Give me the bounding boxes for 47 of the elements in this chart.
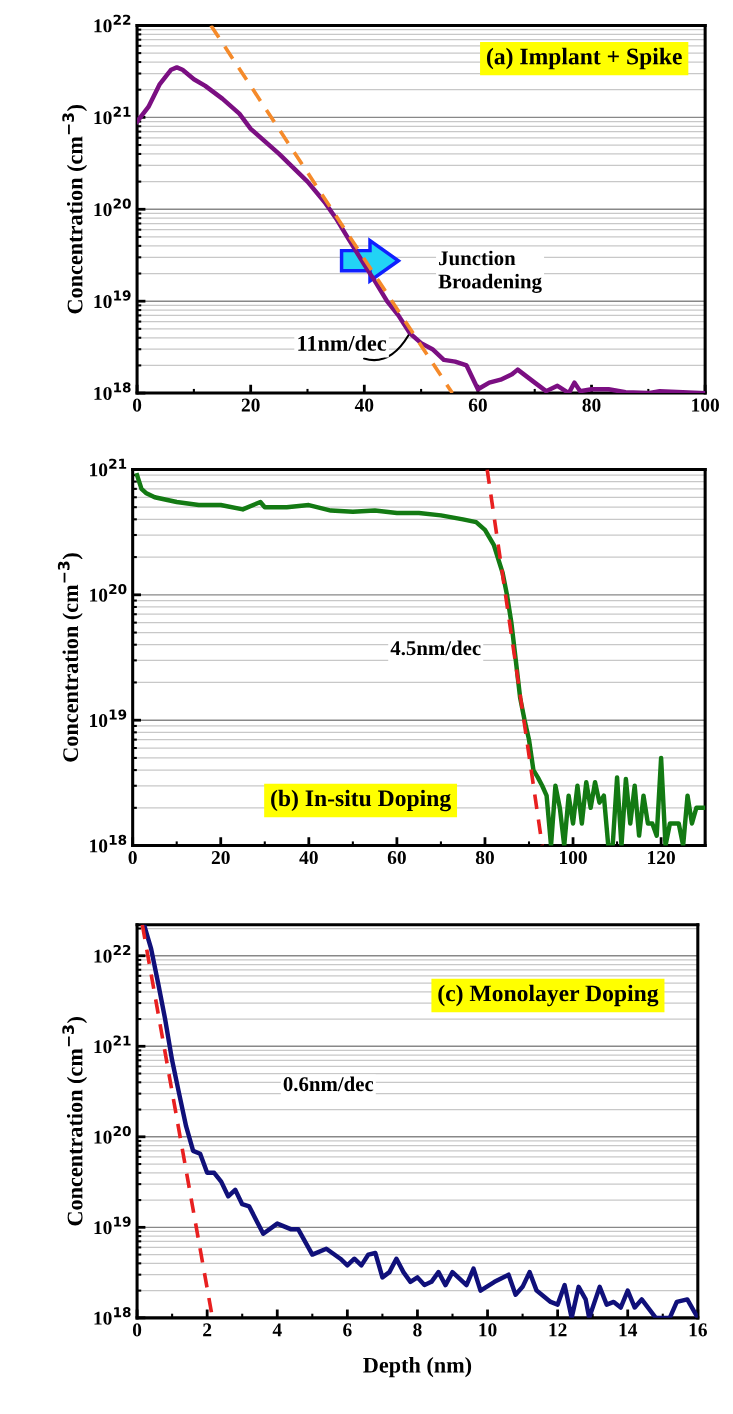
text: (a) Implant + Spike	[486, 47, 682, 70]
x-tick-label: 20	[211, 851, 230, 865]
annotation: Junction Broadening	[438, 250, 542, 293]
y-tick-label: 10$^{21}$	[90, 458, 127, 477]
x-tick-label: 20	[241, 398, 260, 412]
x-tick-label: 4	[272, 1323, 282, 1337]
y-axis-title: Concentration (cm$^{−3}$)	[62, 105, 88, 314]
x-tick-label: 0	[132, 1323, 142, 1337]
x-tick-label: 14	[619, 1323, 638, 1337]
y-axis-title: Concentration (cm$^{−3}$)	[62, 1017, 88, 1226]
x-tick-label: 60	[468, 398, 487, 412]
x-axis-title: Depth (nm)	[363, 1357, 472, 1378]
y-tick-label: 10$^{21}$	[94, 106, 131, 125]
annotation: 11nm/dec	[298, 335, 387, 351]
y-tick-label: 10$^{22}$	[94, 14, 131, 33]
y-tick-label: 10$^{19}$	[94, 290, 131, 309]
text: (b) In-situ Doping	[271, 789, 451, 812]
x-tick-label: 0	[132, 398, 142, 412]
x-tick-label: 0	[128, 851, 137, 865]
x-tick-label: 80	[475, 851, 494, 865]
y-tick-label: 10$^{18}$	[90, 834, 127, 853]
x-tick-label: 60	[387, 851, 406, 865]
y-tick-label: 10$^{18}$	[94, 1307, 131, 1325]
y-tick-label: 10$^{22}$	[94, 944, 131, 963]
x-tick-label: 2	[203, 1323, 212, 1337]
y-tick-label: 10$^{21}$	[94, 1035, 131, 1054]
x-tick-label: 16	[689, 1323, 707, 1337]
x-tick-label: 120	[648, 851, 675, 865]
annotation: 4.5nm/dec	[390, 640, 481, 656]
annotation: 0.6nm/dec	[283, 1076, 374, 1092]
y-tick-label: 10$^{19}$	[90, 709, 127, 728]
x-tick-label: 40	[299, 851, 318, 865]
y-tick-label: 10$^{20}$	[90, 584, 127, 602]
text: (c) Monolayer Doping	[438, 984, 659, 1007]
y-tick-label: 10$^{20}$	[94, 198, 131, 217]
x-tick-label: 80	[582, 398, 601, 412]
x-tick-label: 6	[343, 1323, 352, 1337]
x-tick-label: 100	[692, 398, 719, 412]
x-tick-label: 40	[354, 398, 374, 412]
y-axis-title: Concentration (cm$^{−3}$)	[57, 553, 83, 762]
x-tick-label: 10	[479, 1323, 497, 1337]
y-tick-label: 10$^{19}$	[94, 1216, 131, 1235]
x-tick-label: 12	[549, 1323, 567, 1337]
x-tick-label: 8	[413, 1323, 422, 1337]
y-tick-label: 10$^{20}$	[94, 1125, 131, 1144]
y-tick-label: 10$^{18}$	[94, 382, 131, 401]
x-tick-label: 100	[560, 851, 587, 865]
